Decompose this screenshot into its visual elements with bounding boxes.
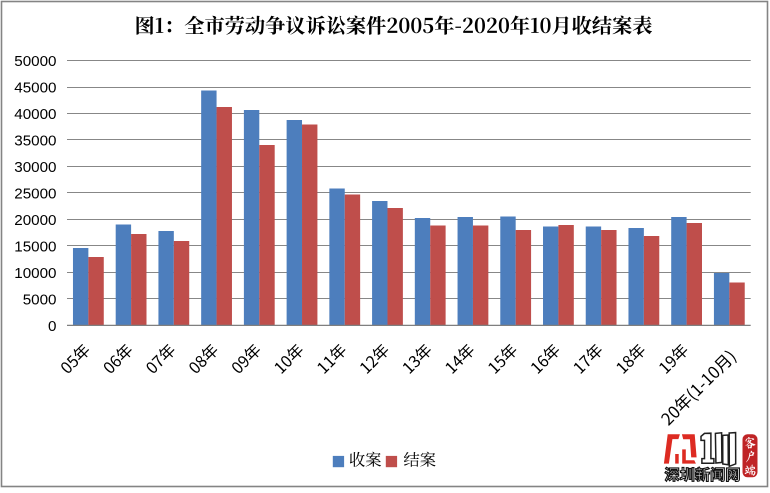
- svg-text:20000: 20000: [14, 212, 56, 229]
- svg-text:35000: 35000: [14, 132, 56, 149]
- svg-text:45000: 45000: [14, 79, 56, 96]
- svg-text:25000: 25000: [14, 185, 56, 202]
- svg-text:10000: 10000: [14, 265, 56, 282]
- svg-text:30000: 30000: [14, 159, 56, 176]
- svg-text:15000: 15000: [14, 238, 56, 255]
- svg-text:5000: 5000: [23, 291, 57, 308]
- svg-text:50000: 50000: [14, 53, 56, 70]
- svg-text:40000: 40000: [14, 106, 56, 123]
- svg-text:0: 0: [48, 318, 56, 335]
